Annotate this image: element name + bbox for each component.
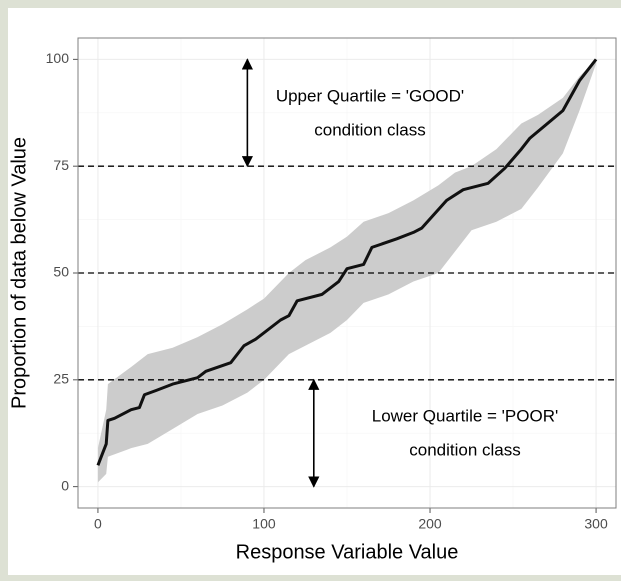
y-tick-label: 50 xyxy=(53,264,69,280)
panel-border xyxy=(77,37,617,509)
annotation: Upper Quartile = 'GOOD' xyxy=(276,86,464,105)
y-tick-label: 0 xyxy=(61,477,69,493)
annotation: Lower Quartile = 'POOR' xyxy=(372,406,558,425)
y-tick-label: 25 xyxy=(53,371,69,387)
annotation: condition class xyxy=(409,440,521,459)
annotation: condition class xyxy=(314,120,426,139)
y-axis-title: Proportion of data below Value xyxy=(8,137,30,409)
x-tick-label: 0 xyxy=(94,516,102,532)
x-axis-title: Response Variable Value xyxy=(236,541,459,563)
x-tick-label: 300 xyxy=(584,516,608,532)
x-tick-label: 200 xyxy=(418,516,442,532)
data-line xyxy=(96,58,598,466)
x-tick-label: 100 xyxy=(252,516,276,532)
y-tick-label: 100 xyxy=(46,50,70,66)
y-tick-label: 75 xyxy=(53,157,69,173)
